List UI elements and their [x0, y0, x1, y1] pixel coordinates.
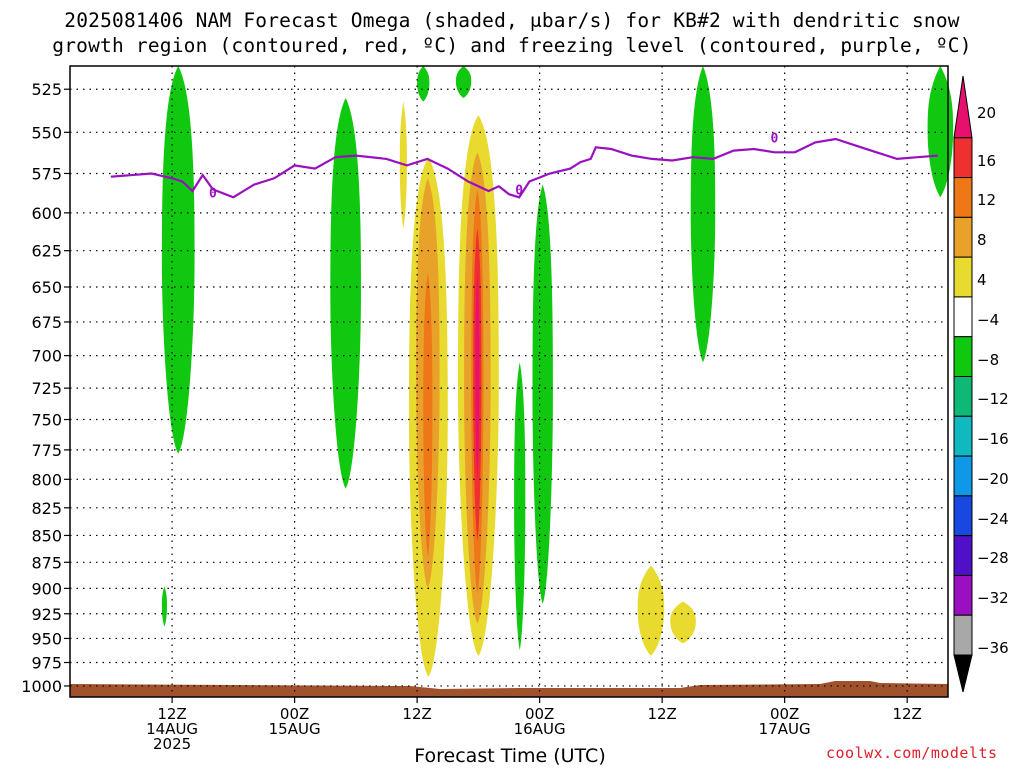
x-tick-label: 12Z — [892, 705, 921, 723]
x-tick-label: 12Z — [647, 705, 676, 723]
y-tick-label: 625 — [31, 242, 62, 261]
y-tick-label: 775 — [31, 441, 62, 460]
colorbar-swatch — [953, 137, 973, 179]
omega-region — [423, 272, 433, 557]
y-tick-label: 850 — [31, 526, 62, 545]
colorbar-label: −16 — [977, 430, 1009, 448]
x-tick-label: 14AUG — [146, 720, 198, 738]
colorbar-bottom-arrow — [953, 654, 973, 693]
colorbar-label: −32 — [977, 589, 1009, 607]
freezing-level-contour: 0 0 0 — [110, 131, 938, 202]
y-tick-label: 700 — [31, 347, 62, 366]
colorbar-swatch — [953, 177, 973, 218]
colorbar-label: 20 — [977, 104, 996, 122]
ground-fill — [70, 681, 948, 697]
freezing-level-label: 0 — [515, 183, 523, 198]
omega-region — [330, 97, 361, 489]
omega-region — [670, 601, 696, 644]
colorbar-label: 12 — [977, 191, 996, 209]
colorbar: 20 16 12 8 4 −4 −8 −12 −16 −20 −24 −28 −32 −36 — [953, 75, 1009, 693]
y-tick-label: 600 — [31, 204, 62, 223]
colorbar-swatch — [953, 296, 973, 338]
x-tick-label: 17AUG — [759, 720, 811, 738]
y-tick-label: 1000 — [21, 677, 62, 696]
grid-lines — [70, 66, 948, 697]
y-tick-label: 950 — [31, 629, 62, 648]
plot-border — [69, 65, 949, 698]
x-axis-title: Forecast Time (UTC) — [414, 745, 606, 767]
omega-region — [417, 66, 430, 102]
y-tick-label: 550 — [31, 123, 62, 142]
colorbar-label: −12 — [977, 390, 1009, 408]
omega-region — [475, 272, 480, 480]
colorbar-label: −36 — [977, 639, 1009, 657]
ground-surface — [70, 681, 948, 697]
y-tick-label: 875 — [31, 553, 62, 572]
y-tick-label: 750 — [31, 411, 62, 430]
colorbar-swatch — [953, 415, 973, 457]
y-tick-label: 925 — [31, 605, 62, 624]
freezing-level-label: 0 — [771, 131, 779, 146]
colorbar-swatch — [953, 614, 973, 656]
x-tick-label: 15AUG — [269, 720, 321, 738]
colorbar-swatch — [953, 336, 973, 378]
x-tick-label: 00Z — [525, 705, 554, 723]
y-tick-label: 800 — [31, 470, 62, 489]
colorbar-swatch — [953, 216, 973, 258]
x-tick-label: 2025 — [153, 735, 191, 753]
colorbar-swatch — [953, 256, 973, 298]
omega-shading — [161, 66, 954, 677]
plot-frame — [69, 65, 949, 698]
colorbar-label: −24 — [977, 510, 1009, 528]
omega-region — [161, 66, 195, 454]
colorbar-label: −8 — [977, 351, 999, 369]
colorbar-label: −28 — [977, 549, 1009, 567]
omega-region — [532, 184, 553, 604]
omega-region — [161, 586, 167, 627]
colorbar-label: −20 — [977, 470, 1009, 488]
y-tick-label: 900 — [31, 579, 62, 598]
chart-title: 2025081406 NAM Forecast Omega (shaded, μ… — [0, 8, 1024, 58]
colorbar-swatch — [953, 495, 973, 537]
y-tick-label: 525 — [31, 80, 62, 99]
y-tick-label: 650 — [31, 278, 62, 297]
omega-region — [637, 565, 665, 656]
colorbar-top-arrow — [953, 75, 973, 139]
x-tick-label: 16AUG — [514, 720, 566, 738]
colorbar-label: −4 — [977, 311, 999, 329]
colorbar-label: 8 — [977, 231, 987, 249]
colorbar-swatch — [953, 535, 973, 576]
omega-region — [690, 66, 716, 363]
y-tick-label: 825 — [31, 499, 62, 518]
x-tick-label: 00Z — [280, 705, 309, 723]
y-tick-label: 675 — [31, 313, 62, 332]
freezing-level-line — [110, 137, 938, 199]
credit-link[interactable]: coolwx.com/modelts — [826, 744, 998, 762]
omega-region — [927, 66, 954, 198]
x-tick-label: 12Z — [402, 705, 431, 723]
y-axis: 525 550 575 600 625 650 675 700 725 750 775 800 825 8… — [21, 80, 70, 696]
omega-region — [514, 362, 526, 651]
omega-region — [455, 66, 472, 98]
y-tick-label: 575 — [31, 164, 62, 183]
colorbar-swatch — [953, 455, 973, 497]
colorbar-swatch — [953, 376, 973, 417]
y-tick-label: 975 — [31, 654, 62, 673]
chart-title-line1: 2025081406 NAM Forecast Omega (shaded, μ… — [64, 9, 960, 32]
colorbar-swatch — [953, 574, 973, 616]
x-tick-label: 00Z — [770, 705, 799, 723]
y-tick-label: 725 — [31, 379, 62, 398]
colorbar-label: 4 — [977, 271, 987, 289]
x-tick-label: 12Z — [157, 705, 186, 723]
chart-title-line2: growth region (contoured, red, ºC) and f… — [52, 34, 972, 57]
freezing-level-label: 0 — [209, 187, 217, 202]
colorbar-label: 16 — [977, 152, 996, 170]
